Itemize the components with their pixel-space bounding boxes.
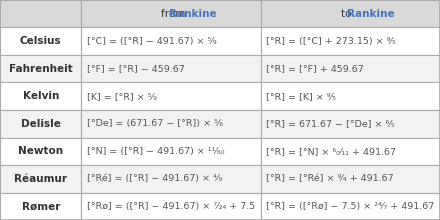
Bar [81, 138, 261, 165]
Bar [81, 55, 261, 82]
Text: [°Ré] = ([°R] − 491.67) × ⁴⁄₉: [°Ré] = ([°R] − 491.67) × ⁴⁄₉ [87, 174, 222, 183]
Text: Rankine: Rankine [169, 9, 216, 19]
Bar [0, 0, 81, 28]
Bar [0, 165, 81, 192]
Bar [81, 110, 261, 138]
Text: Fahrenheit: Fahrenheit [9, 64, 73, 74]
Text: [°De] = (671.67 − [°R]) × ⁵⁄₆: [°De] = (671.67 − [°R]) × ⁵⁄₆ [87, 119, 223, 128]
Bar [261, 138, 440, 165]
Text: [K] = [°R] × ⁵⁄₉: [K] = [°R] × ⁵⁄₉ [87, 92, 157, 101]
Bar [0, 55, 81, 82]
Bar [261, 165, 440, 192]
Bar [81, 192, 261, 220]
Text: [°R] = [°N] × ⁶₀⁄₁₁ + 491.67: [°R] = [°N] × ⁶₀⁄₁₁ + 491.67 [266, 147, 396, 156]
Bar [261, 192, 440, 220]
Text: [°R] = [°F] + 459.67: [°R] = [°F] + 459.67 [266, 64, 364, 73]
Text: [°R] = 671.67 − [°De] × ⁶⁄₅: [°R] = 671.67 − [°De] × ⁶⁄₅ [266, 119, 395, 128]
Text: Kelvin: Kelvin [22, 91, 59, 101]
Text: [°R] = ([°C] + 273.15) × ⁹⁄₅: [°R] = ([°C] + 273.15) × ⁹⁄₅ [266, 37, 396, 46]
Bar [0, 82, 81, 110]
Text: Delisle: Delisle [21, 119, 61, 129]
Bar [261, 28, 440, 55]
Text: [°R] = [K] × ⁹⁄₅: [°R] = [K] × ⁹⁄₅ [266, 92, 336, 101]
Text: [°Rø] = ([°R] − 491.67) × ⁷⁄₂₄ + 7.5: [°Rø] = ([°R] − 491.67) × ⁷⁄₂₄ + 7.5 [87, 202, 255, 211]
Text: [°R] = [°Ré] × ⁹⁄₄ + 491.67: [°R] = [°Ré] × ⁹⁄₄ + 491.67 [266, 174, 394, 183]
Bar [0, 192, 81, 220]
Text: to: to [341, 9, 355, 19]
Text: [°F] = [°R] − 459.67: [°F] = [°R] − 459.67 [87, 64, 184, 73]
Text: from: from [161, 9, 188, 19]
Bar [261, 0, 440, 28]
Bar [261, 82, 440, 110]
Bar [261, 110, 440, 138]
Text: Rankine: Rankine [347, 9, 394, 19]
Text: Celsius: Celsius [20, 36, 62, 46]
Bar [81, 82, 261, 110]
Bar [81, 0, 261, 28]
Text: Réaumur: Réaumur [14, 174, 67, 184]
Bar [261, 55, 440, 82]
Bar [0, 138, 81, 165]
Bar [0, 28, 81, 55]
Bar [0, 110, 81, 138]
Text: [°R] = ([°Rø] − 7.5) × ²⁴⁄₇ + 491.67: [°R] = ([°Rø] − 7.5) × ²⁴⁄₇ + 491.67 [266, 202, 434, 211]
Text: [°N] = ([°R] − 491.67) × ¹¹⁄₆₀: [°N] = ([°R] − 491.67) × ¹¹⁄₆₀ [87, 147, 224, 156]
Text: Rømer: Rømer [22, 201, 60, 211]
Text: [°C] = ([°R] − 491.67) × ⁵⁄₉: [°C] = ([°R] − 491.67) × ⁵⁄₉ [87, 37, 216, 46]
Bar [81, 165, 261, 192]
Bar [81, 28, 261, 55]
Text: Newton: Newton [18, 146, 63, 156]
